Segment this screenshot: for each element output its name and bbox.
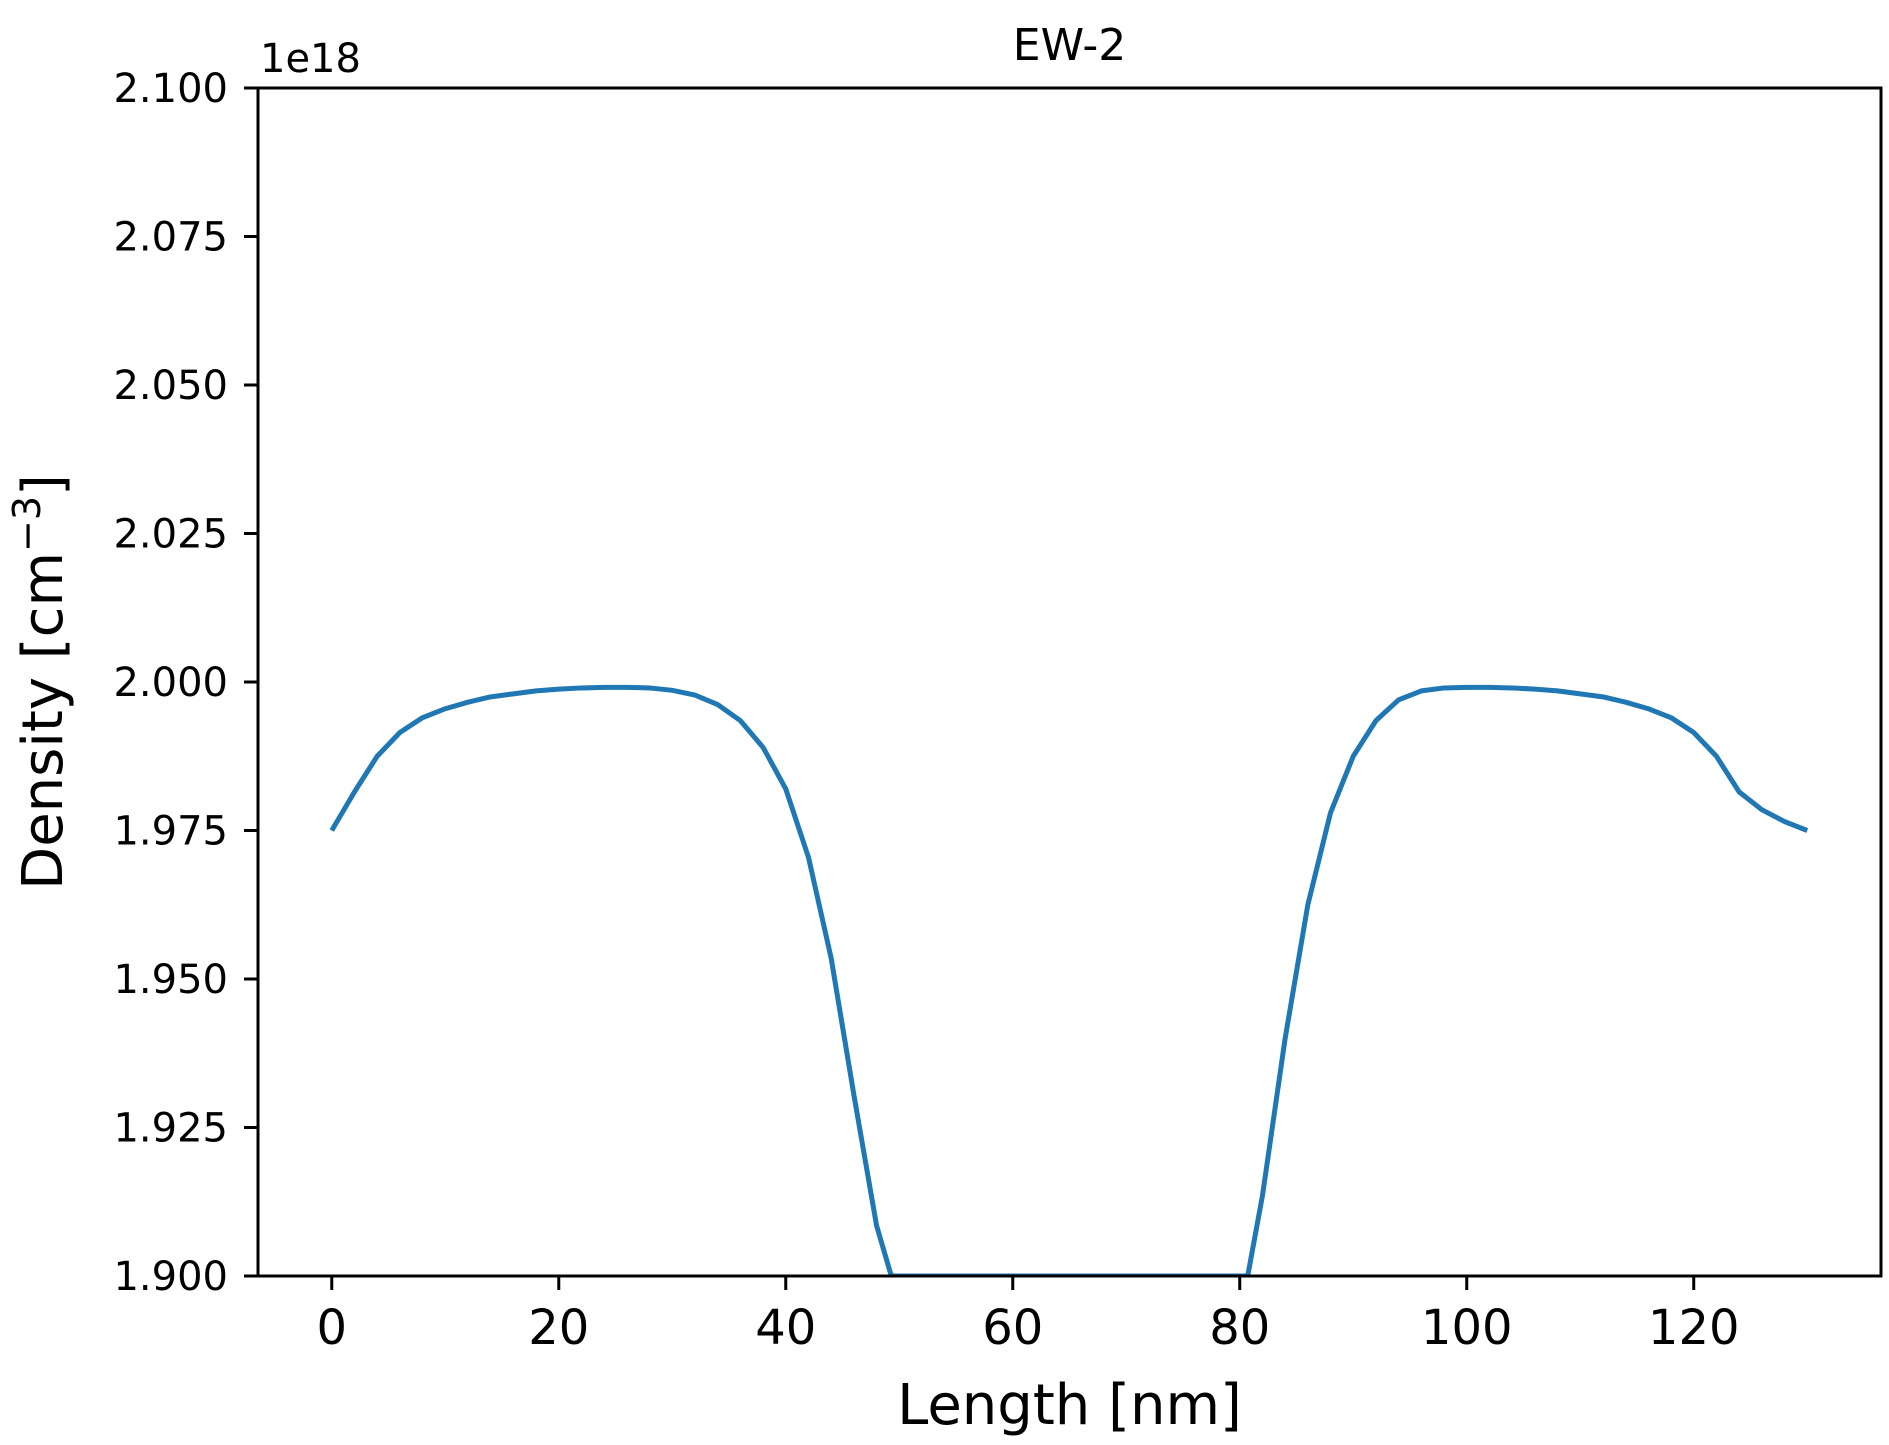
y-tick-label: 2.000 [113, 660, 228, 706]
plot-frame [256, 86, 1883, 1278]
x-tick-label: 100 [1421, 1300, 1513, 1356]
y-tick-label: 1.900 [113, 1254, 228, 1300]
y-offset-label: 1e18 [260, 36, 361, 82]
y-tick-label: 1.950 [113, 957, 228, 1003]
x-axis-label: Length [nm] [897, 1373, 1242, 1438]
y-tick-label: 1.975 [113, 809, 228, 855]
chart-title: EW-2 [1013, 20, 1126, 71]
x-tick-label: 0 [316, 1300, 347, 1356]
series-line-0 [329, 684, 1809, 1276]
y-tick-label: 2.100 [113, 66, 228, 112]
y-axis-label-close: ] [11, 474, 76, 496]
y-axis-label-main: Density [cm [11, 552, 76, 890]
y-tick-label: 2.075 [113, 215, 228, 261]
x-axis-ticks: 0 20 40 60 80 100 120 [316, 1276, 1740, 1356]
x-tick-label: 20 [528, 1300, 589, 1356]
y-tick-label: 1.925 [113, 1106, 228, 1152]
x-tick-label: 60 [982, 1300, 1043, 1356]
y-axis-ticks: 1.900 1.925 1.950 1.975 2.000 2.025 2.050 2.075… [113, 66, 258, 1300]
y-axis-label: Density [cm−3] [5, 474, 76, 890]
plot-area [256, 86, 1883, 1278]
x-tick-label: 120 [1648, 1300, 1740, 1356]
y-tick-label: 2.050 [113, 363, 228, 409]
x-tick-label: 40 [755, 1300, 816, 1356]
y-axis-label-superscript: −3 [5, 496, 49, 552]
y-tick-label: 2.025 [113, 512, 228, 558]
x-tick-label: 80 [1209, 1300, 1270, 1356]
